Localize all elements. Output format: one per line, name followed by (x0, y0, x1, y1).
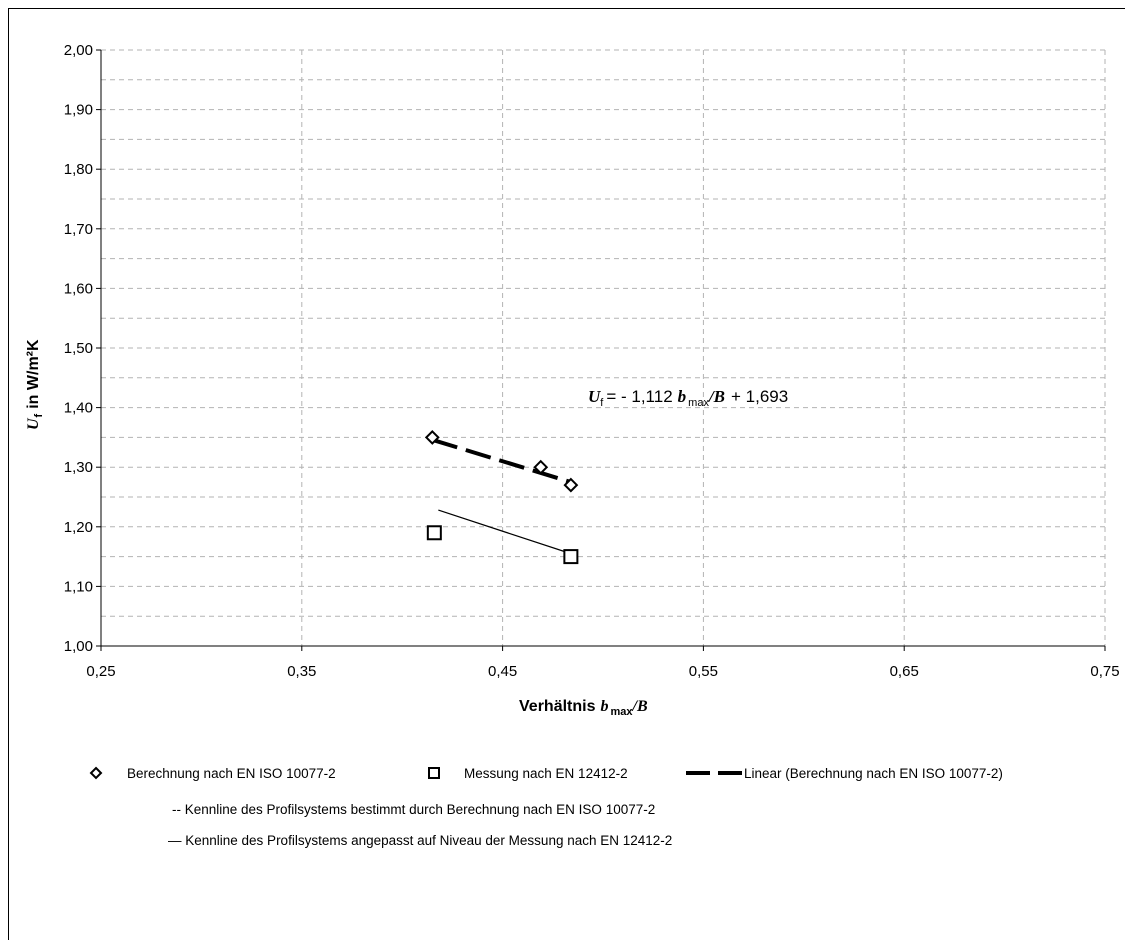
y-tick-label: 1,30 (64, 459, 93, 476)
x-axis-title: Verhältnis b max/B (519, 698, 648, 718)
trend-line-dashed (431, 437, 572, 485)
y-tick-label: 1,00 (64, 638, 93, 655)
y-tick-label: 1,80 (64, 161, 93, 178)
y-axis-title: Ufin W/m²K (25, 339, 45, 430)
trend-lines (431, 437, 572, 555)
x-tick-label: 0,35 (287, 663, 316, 680)
point-berechnung (533, 459, 549, 475)
axes (96, 49, 1106, 651)
y-tick-label: 1,50 (64, 340, 93, 357)
note-adjusted: — Kennline des Profilsystems angepasst a… (168, 833, 672, 848)
trend-line-solid (438, 509, 572, 555)
y-tick-label: 1,40 (64, 400, 93, 417)
legend-item-berechnung: Berechnung nach EN ISO 10077-2 (89, 766, 336, 781)
y-tick-label: 2,00 (64, 42, 93, 59)
legend: Berechnung nach EN ISO 10077-2 Messung n… (89, 766, 1003, 848)
legend-label-berechnung: Berechnung nach EN ISO 10077-2 (127, 766, 336, 781)
point-messung (426, 525, 442, 541)
x-tick-label: 0,55 (689, 663, 718, 680)
x-tick-label: 0,75 (1090, 663, 1119, 680)
legend-label-linear: Linear (Berechnung nach EN ISO 10077-2) (744, 766, 1003, 781)
legend-item-linear: Linear (Berechnung nach EN ISO 10077-2) (686, 766, 1003, 781)
data-points (424, 429, 579, 565)
y-tick-labels: 1,00 1,10 1,20 1,30 1,40 1,50 1,60 1,70 1,80 1,90… (64, 42, 93, 655)
y-tick-label: 1,20 (64, 519, 93, 536)
y-tick-label: 1,60 (64, 280, 93, 297)
square-marker-icon (428, 767, 440, 779)
note-calculated: -- Kennline des Profilsystems bestimmt d… (172, 802, 655, 817)
legend-label-messung: Messung nach EN 12412-2 (464, 766, 628, 781)
x-tick-label: 0,65 (890, 663, 919, 680)
y-tick-label: 1,70 (64, 221, 93, 238)
grid (101, 49, 1106, 646)
point-berechnung (424, 429, 440, 445)
trend-equation: Uf = - 1,112 b max/B + 1,693 (588, 387, 788, 409)
diamond-marker-icon (89, 766, 103, 780)
legend-item-messung: Messung nach EN 12412-2 (428, 766, 628, 781)
x-tick-labels: 0,25 0,35 0,45 0,55 0,65 0,75 (86, 663, 1119, 680)
x-tick-label: 0,45 (488, 663, 517, 680)
y-tick-label: 1,90 (64, 102, 93, 119)
point-berechnung (563, 477, 579, 493)
y-tick-label: 1,10 (64, 578, 93, 595)
chart-frame (8, 8, 1125, 940)
x-tick-label: 0,25 (86, 663, 115, 680)
point-messung (563, 549, 579, 565)
